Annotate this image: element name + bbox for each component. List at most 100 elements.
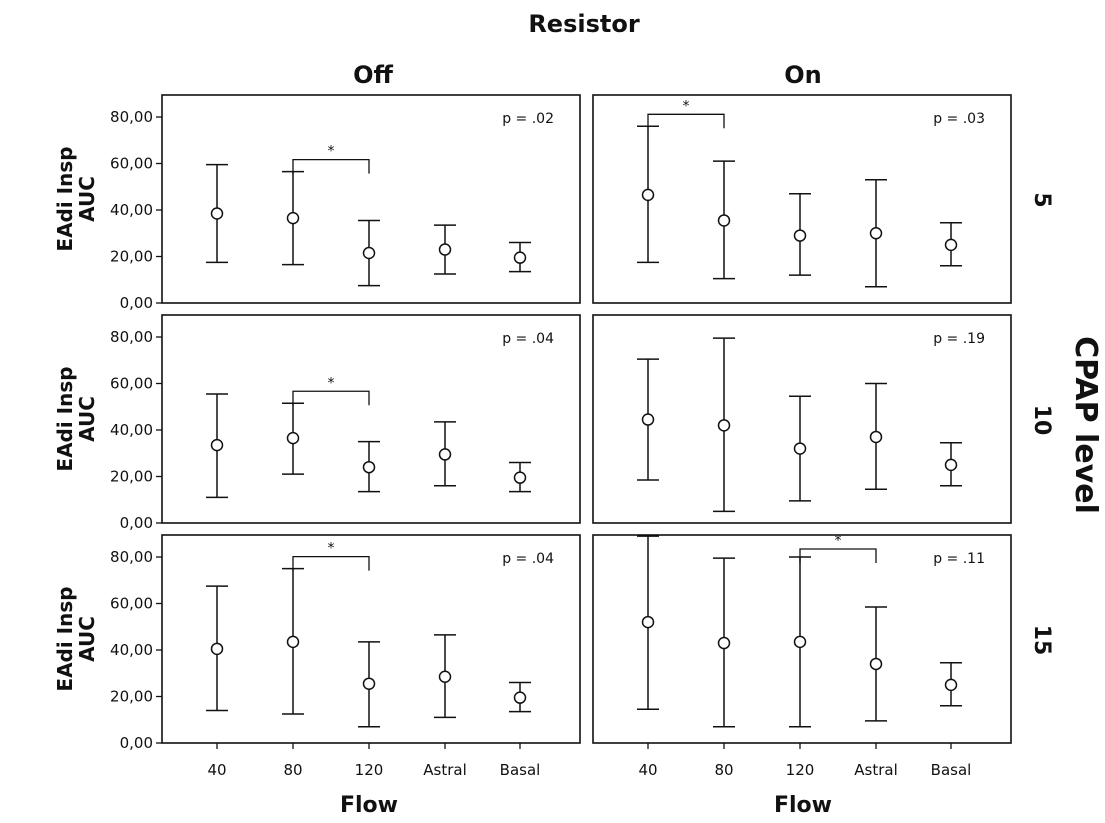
y-axis-title: EAdi InspAUC	[53, 146, 99, 251]
chart-title: Resistor	[528, 10, 640, 38]
mean-point-Basal	[513, 251, 527, 264]
mean-point-Basal	[513, 471, 527, 484]
x-tick-label-Basal: Basal	[500, 761, 541, 779]
p-value-label: p = .04	[502, 551, 554, 567]
y-tick-label: 40,00	[110, 201, 153, 219]
y-tick-label: 0,00	[120, 514, 153, 532]
y-axis-title-line1: EAdi Insp	[53, 366, 77, 471]
x-axis-title-on: Flow	[774, 793, 832, 818]
panel-r5-off: p = .02 * 0,00 20,00 40,00 60,00 80,00 EAdi Ins…	[53, 94, 581, 312]
panel-r15-on: p = .11 * 40 80 120 Astral Basal	[592, 533, 1012, 779]
x-tick-label-80: 80	[283, 761, 302, 779]
series-group-r15-off	[206, 567, 531, 728]
y-tick-label: 80,00	[110, 108, 153, 126]
significance-bracket	[799, 548, 877, 563]
mean-point-80	[286, 431, 300, 445]
x-axis-title-off: Flow	[340, 793, 398, 818]
y-tick-label: 0,00	[120, 294, 153, 312]
mean-point-80	[286, 635, 300, 649]
row-label-5: 5	[1029, 192, 1054, 207]
y-tick-label: 20,00	[110, 468, 153, 486]
panel-r10-on: p = .19	[592, 314, 1012, 524]
mean-point-80	[717, 214, 731, 227]
y-tick-label: 60,00	[110, 155, 153, 173]
row-title: CPAP level	[1068, 336, 1103, 514]
series-group-r5-on	[637, 125, 962, 288]
panels-layer: p = .02 * 0,00 20,00 40,00 60,00 80,00 EAdi Ins…	[53, 94, 1012, 779]
y-tick-label: 40,00	[110, 421, 153, 439]
panel-frame-r10-on	[592, 314, 1012, 524]
mean-point-40	[210, 642, 224, 656]
mean-point-Astral	[869, 227, 883, 240]
y-axis-title: EAdi InspAUC	[53, 586, 99, 691]
mean-point-Astral	[869, 430, 883, 444]
significance-bracket	[292, 390, 370, 406]
mean-point-80	[717, 419, 731, 432]
panel-frame-r10-off	[161, 314, 581, 524]
column-label-on: On	[784, 61, 822, 89]
p-value-label: p = .03	[933, 111, 985, 127]
p-value-label: p = .02	[502, 111, 554, 127]
significance-bracket	[292, 555, 370, 571]
mean-point-40	[641, 615, 655, 629]
significance-star: *	[835, 533, 842, 549]
panel-frame-r5-on	[592, 94, 1012, 304]
mean-point-120	[793, 635, 807, 649]
y-tick-label: 20,00	[110, 248, 153, 266]
y-tick-label: 0,00	[120, 734, 153, 752]
mean-point-80	[286, 211, 300, 225]
y-tick-label: 80,00	[110, 548, 153, 566]
y-axis-title-line2: AUC	[75, 176, 99, 222]
y-axis-title-line1: EAdi Insp	[53, 146, 77, 251]
panel-r5-on: p = .03 *	[592, 94, 1012, 304]
column-label-off: Off	[353, 61, 393, 89]
panel-r15-off: p = .04 * 0,00 20,00 40,00 60,00 80,00 EAdi Ins…	[53, 534, 581, 779]
p-value-label: p = .04	[502, 331, 554, 347]
significance-bracket	[292, 158, 370, 174]
significance-star: *	[328, 541, 335, 557]
x-tick-label-120: 120	[786, 761, 815, 779]
mean-point-Astral	[869, 657, 883, 671]
mean-point-Basal	[944, 238, 958, 252]
x-tick-label-Basal: Basal	[931, 761, 972, 779]
mean-point-Astral	[438, 670, 452, 683]
mean-point-120	[362, 246, 376, 260]
significance-star: *	[683, 98, 690, 114]
p-value-label: p = .11	[933, 551, 985, 567]
mean-point-Astral	[438, 448, 452, 461]
y-tick-label: 80,00	[110, 328, 153, 346]
y-tick-label: 60,00	[110, 375, 153, 393]
panel-frame-r5-off	[161, 94, 581, 304]
y-tick-label: 20,00	[110, 688, 153, 706]
y-axis-title: EAdi InspAUC	[53, 366, 99, 471]
significance-star: *	[328, 375, 335, 391]
x-tick-label-40: 40	[638, 761, 657, 779]
y-tick-label: 60,00	[110, 595, 153, 613]
row-label-10: 10	[1029, 405, 1054, 436]
mean-point-40	[210, 207, 224, 220]
mean-point-Basal	[944, 458, 958, 472]
panel-frame-r15-on	[592, 534, 1012, 744]
x-tick-label-120: 120	[355, 761, 384, 779]
significance-bracket	[647, 113, 725, 129]
mean-point-Basal	[944, 678, 958, 692]
mean-point-120	[793, 229, 807, 242]
mean-point-40	[210, 438, 224, 452]
series-group-r10-off	[206, 393, 531, 499]
y-tick-label: 40,00	[110, 641, 153, 659]
x-tick-label-Astral: Astral	[854, 761, 897, 779]
row-label-15: 15	[1029, 625, 1054, 656]
panel-r10-off: p = .04 * 0,00 20,00 40,00 60,00 80,00 EAdi Ins…	[53, 314, 581, 532]
series-group-r10-on	[637, 337, 962, 513]
mean-point-120	[362, 677, 376, 690]
series-group-r5-off	[206, 163, 531, 287]
x-tick-label-Astral: Astral	[423, 761, 466, 779]
x-tick-label-40: 40	[207, 761, 226, 779]
x-tick-label-80: 80	[714, 761, 733, 779]
mean-point-120	[793, 442, 807, 455]
mean-point-Astral	[438, 243, 452, 256]
mean-point-40	[641, 413, 655, 426]
mean-point-80	[717, 636, 731, 650]
